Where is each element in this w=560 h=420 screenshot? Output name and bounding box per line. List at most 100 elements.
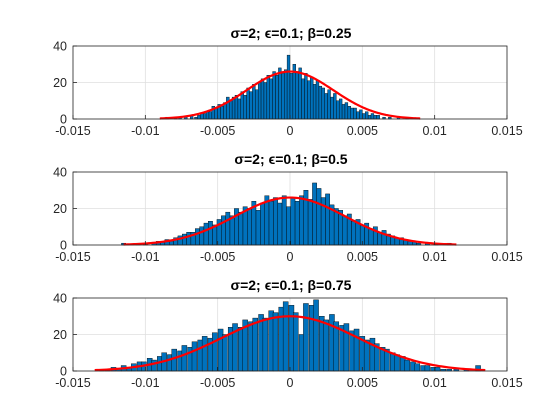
histogram-bar xyxy=(208,221,213,246)
histogram-bar xyxy=(286,54,291,120)
histogram-bar xyxy=(286,206,291,246)
histogram-bar xyxy=(246,87,250,120)
histogram-bar xyxy=(342,215,348,246)
histogram-bar xyxy=(202,113,207,120)
y-tick-label: 40 xyxy=(53,292,67,306)
histogram-bar xyxy=(199,226,205,246)
histogram-bar xyxy=(191,341,198,372)
histogram-bar xyxy=(414,363,421,372)
y-tick-label: 0 xyxy=(60,113,67,127)
x-tick-label: -0.015 xyxy=(55,124,90,138)
normal-fit-curve xyxy=(123,196,457,246)
x-tick-label: -0.01 xyxy=(131,250,160,264)
histogram-bar xyxy=(303,303,309,372)
histogram-bar xyxy=(356,111,360,120)
histogram-bar xyxy=(350,107,354,120)
y-tick-label: 40 xyxy=(53,166,67,180)
histogram-bar xyxy=(252,84,256,120)
histogram-bar xyxy=(404,359,410,372)
histogram-bar xyxy=(318,85,323,120)
histogram-bar xyxy=(197,115,201,120)
histogram-bar xyxy=(212,332,218,372)
histogram-bar xyxy=(365,111,369,120)
panel-1-title: σ=2; ϵ=0.1; β=0.25 xyxy=(231,25,352,41)
x-tick-label: 0 xyxy=(287,124,294,138)
histogram-bar xyxy=(336,100,340,120)
histogram-panel-2: σ=2; ϵ=0.1; β=0.5 -0.015 -0.01 -0.005 0 0.00… xyxy=(53,151,523,264)
histogram-bar xyxy=(312,84,317,120)
histogram-bar xyxy=(338,98,343,120)
histogram-bar xyxy=(240,91,244,120)
histogram-bar xyxy=(181,345,188,372)
histogram-bar xyxy=(304,73,308,120)
x-tick-label: 0.01 xyxy=(422,376,446,390)
histogram-bar xyxy=(315,80,320,120)
histogram-bar xyxy=(221,215,226,246)
x-tick-label: 0.01 xyxy=(422,124,446,138)
y-tick-label: 20 xyxy=(53,76,67,90)
panel-2-title: σ=2; ϵ=0.1; β=0.5 xyxy=(234,151,347,167)
y-tick-label: 20 xyxy=(53,328,67,342)
histogram-bar xyxy=(327,89,331,120)
histogram-bar xyxy=(299,195,304,246)
x-tick-label: 0.015 xyxy=(491,250,522,264)
histogram-bar xyxy=(269,78,273,120)
histogram-bar xyxy=(278,67,282,120)
histogram-bar xyxy=(351,221,357,246)
panel-2-plot-area: -0.015 -0.01 -0.005 0 0.005 0.01 0.015 0 20 40 xyxy=(53,166,523,265)
histogram-bar xyxy=(255,89,259,120)
histogram-bar xyxy=(186,232,192,246)
histogram-bar xyxy=(298,67,302,120)
y-tick-label: 0 xyxy=(60,365,67,379)
histogram-bar xyxy=(307,199,313,246)
histogram-bar xyxy=(293,312,299,372)
histogram-bar xyxy=(195,228,200,246)
histogram-bar xyxy=(237,98,242,120)
histogram-bar xyxy=(151,359,157,372)
histogram-bar xyxy=(312,182,317,246)
x-tick-label: -0.01 xyxy=(131,376,160,390)
y-tick-label: 0 xyxy=(60,239,67,253)
x-tick-label: -0.005 xyxy=(200,376,235,390)
histogram-bar xyxy=(295,71,299,120)
x-tick-label: 0.005 xyxy=(347,124,378,138)
x-tick-label: -0.005 xyxy=(200,124,235,138)
histogram-bar xyxy=(260,202,265,246)
histogram-bar xyxy=(281,73,285,120)
histogram-bar xyxy=(266,74,270,120)
y-tick-label: 20 xyxy=(53,202,67,216)
histogram-bar xyxy=(359,109,363,120)
histogram-bar xyxy=(229,100,233,120)
histogram-bar xyxy=(290,197,296,246)
histogram-bar xyxy=(307,80,311,120)
histogram-bar xyxy=(222,334,228,372)
histogram-bar xyxy=(273,197,278,246)
x-tick-label: -0.015 xyxy=(55,376,90,390)
histogram-bar xyxy=(255,210,261,246)
panel-3-plot-area: -0.015 -0.01 -0.005 0 0.005 0.01 0.015 0 20 40 xyxy=(53,292,523,391)
panel-1-plot-area: -0.015 -0.01 -0.005 0 0.005 0.01 0.015 0 20 40 xyxy=(53,40,523,139)
histogram-bar xyxy=(201,336,208,372)
histogram-bar xyxy=(363,339,370,372)
histogram-bar xyxy=(252,317,259,372)
histogram-bar xyxy=(243,95,247,120)
histogram-bar xyxy=(249,91,253,120)
x-tick-label: 0 xyxy=(287,250,294,264)
histogram-bar xyxy=(333,208,339,246)
histogram-bar xyxy=(294,200,300,246)
histogram-bar xyxy=(341,104,346,120)
histogram-bar xyxy=(234,95,239,120)
histogram-bar xyxy=(208,111,213,120)
histogram-bar xyxy=(324,93,328,120)
histogram-bar xyxy=(247,208,252,246)
histogram-bar xyxy=(367,115,372,120)
normal-fit-curve xyxy=(159,70,421,120)
histogram-bar xyxy=(229,215,235,246)
histogram-bar xyxy=(333,93,337,120)
histogram-bar xyxy=(268,200,274,246)
histogram-bar xyxy=(171,348,177,372)
histogram-bar xyxy=(257,82,262,120)
x-tick-label: -0.01 xyxy=(131,124,160,138)
x-tick-label: 0.015 xyxy=(491,376,522,390)
histogram-bar xyxy=(330,96,334,120)
